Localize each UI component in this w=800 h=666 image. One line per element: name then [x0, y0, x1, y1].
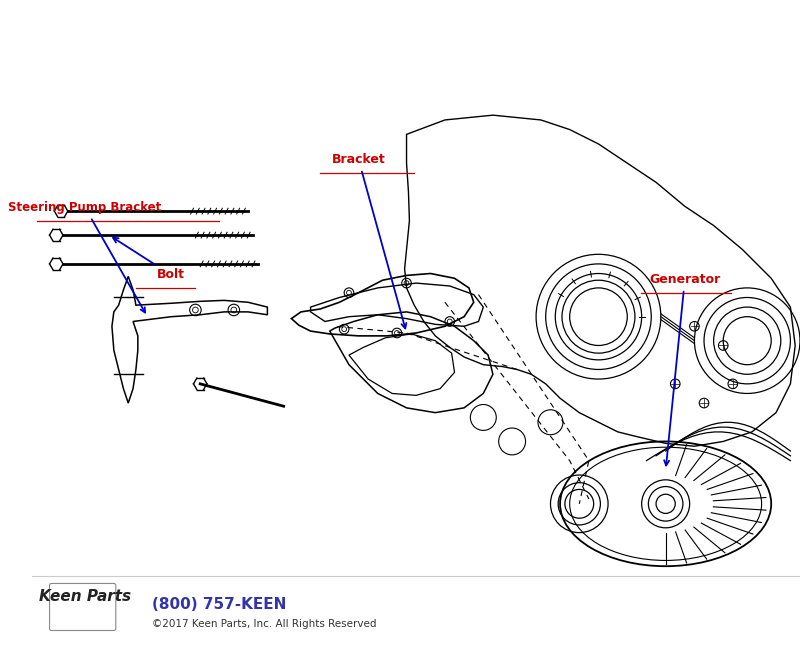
Text: Steering Pump Bracket: Steering Pump Bracket [9, 201, 162, 312]
Text: Generator: Generator [650, 273, 721, 466]
Text: (800) 757-KEEN: (800) 757-KEEN [152, 597, 286, 612]
Text: Bracket: Bracket [332, 153, 406, 328]
Text: Bolt: Bolt [113, 238, 185, 281]
Text: ©2017 Keen Parts, Inc. All Rights Reserved: ©2017 Keen Parts, Inc. All Rights Reserv… [152, 619, 377, 629]
Text: Keen Parts: Keen Parts [39, 589, 131, 605]
